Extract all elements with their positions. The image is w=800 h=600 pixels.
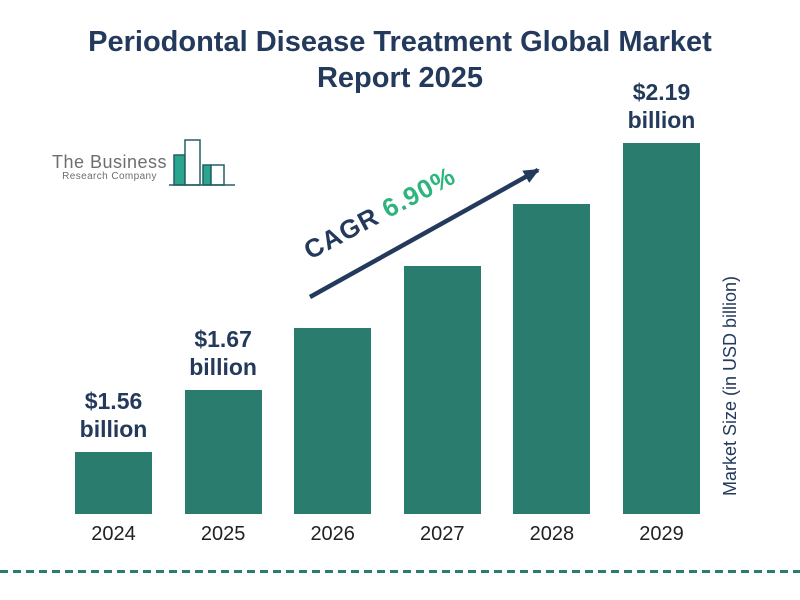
brand-logo: The Business Research Company [52,138,236,188]
bar-value-unit: billion [627,107,696,133]
bar-value-unit: billion [79,416,148,442]
bar [184,390,262,514]
brand-name: The Business [52,152,168,172]
bar [513,204,591,514]
x-axis-tick-label: 2028 [529,523,575,545]
bar-value-label: $1.67 billion [189,325,257,381]
page-title-line2: Report 2025 [316,62,483,94]
brand-subname: Research Company [62,171,157,182]
footer-dashed-divider [0,570,800,573]
x-axis-tick-label: 2025 [200,523,246,545]
bar-chart-logo-icon [169,139,236,186]
bar-group: 2028 [513,195,591,546]
x-axis-tick-label: 2026 [310,523,355,545]
bar-value-amount: $2.19 [632,79,691,105]
x-axis-tick-label: 2029 [639,523,684,545]
bar-value-label: $1.56 billion [80,387,148,443]
x-axis-tick-label: 2027 [420,523,465,545]
y-axis-label: Market Size (in USD billion) [720,275,740,497]
bar-chart: $1.56 billion 2024 $1.67 billion 2025 20… [75,78,700,546]
bar [294,328,372,514]
x-axis-tick-label: 2024 [91,523,136,545]
page-title-line1: Periodontal Disease Treatment Global Mar… [88,26,712,58]
bar [622,143,700,514]
bar-group: 2026 [294,319,372,546]
bar-value-amount: $1.56 [84,388,143,414]
bar-group: 2027 [403,257,481,546]
brand-logo-text: The Business Research Company [52,153,167,182]
bar-group: $2.19 billion 2029 [622,78,700,546]
bar-value-amount: $1.67 [194,326,252,352]
page-title: Periodontal Disease Treatment Global Mar… [40,24,760,96]
bar-value-unit: billion [189,354,257,380]
bar-value-label: $2.19 billion [628,78,696,134]
bar-group: $1.56 billion 2024 [75,387,152,546]
bar [403,266,481,514]
bar [75,452,152,514]
bar-group: $1.67 billion 2025 [184,325,262,546]
